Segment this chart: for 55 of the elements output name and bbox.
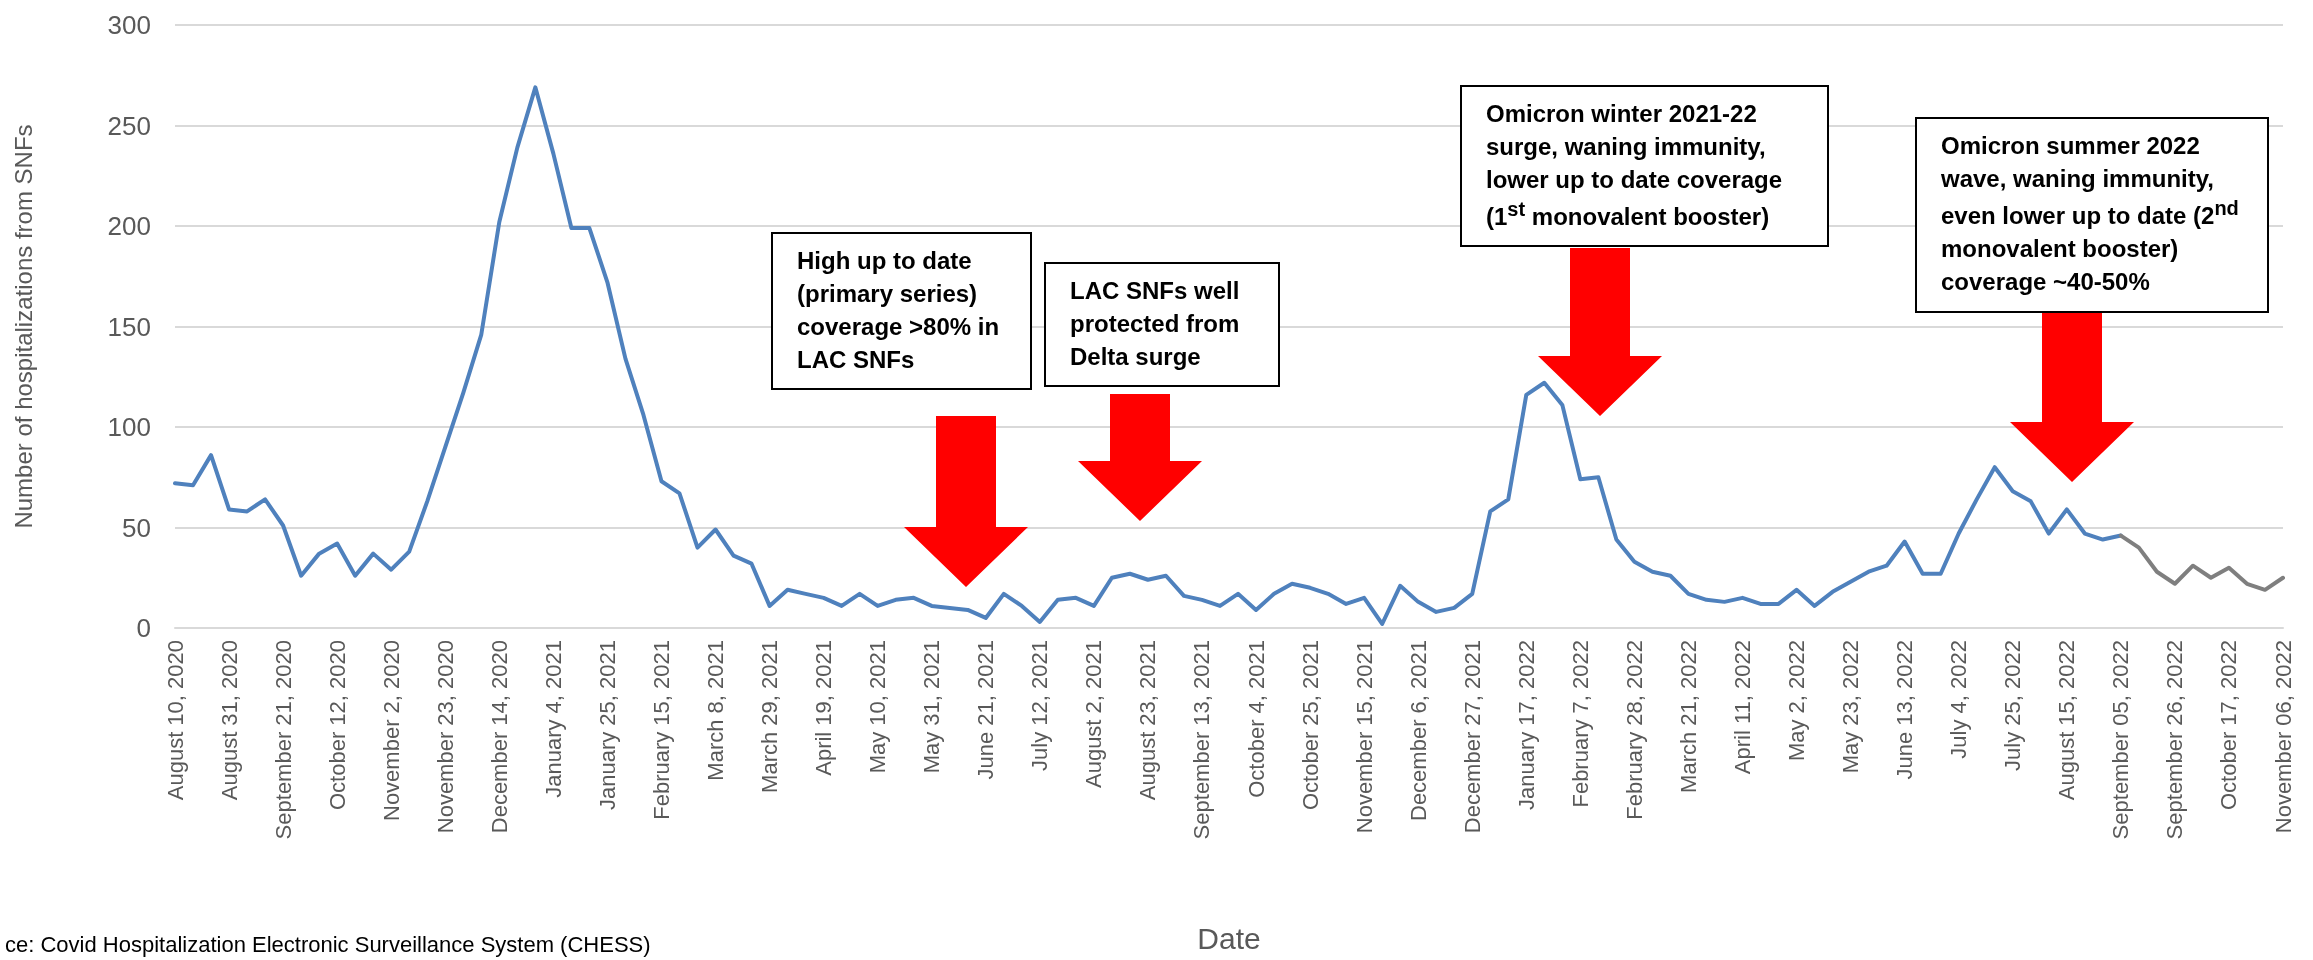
y-tick-label: 0 [136,613,151,643]
callout-box: High up to date (primary series) coverage >80% in LAC SNFs [771,232,1032,391]
x-tick-label: October 12, 2020 [324,640,350,811]
y-tick-label: 100 [107,412,151,442]
x-tick-label: May 10, 2021 [865,640,891,774]
x-tick-label: June 13, 2022 [1892,640,1918,780]
y-tick-label: 150 [107,311,151,342]
x-tick-label: December 27, 2021 [1459,640,1485,834]
x-tick-label: August 15, 2022 [2054,640,2080,801]
x-tick-label: September 05, 2022 [2108,640,2134,840]
y-axis-title: Number of hospitalizations from SNFs [9,124,37,529]
x-tick-label: March 21, 2022 [1675,640,1701,793]
x-tick-label: October 25, 2021 [1297,640,1323,811]
x-tick-label: February 28, 2022 [1621,640,1647,820]
callout-box: LAC SNFs well protected from Delta surge [1044,262,1280,388]
x-tick-label: January 17, 2022 [1513,640,1539,811]
y-tick-label: 250 [107,110,151,141]
x-tick-label: June 21, 2021 [973,640,999,780]
x-tick-label: November 06, 2022 [2270,640,2296,834]
callout-box: Omicron summer 2022 wave, waning immunity, even lower up to date (2$^{nd}$ monovalent booster) coverage ~40-50% [1915,117,2269,313]
x-tick-label: January 25, 2021 [594,640,620,811]
x-tick-label: May 23, 2022 [1838,640,1864,774]
x-tick-label: August 31, 2020 [216,640,242,801]
x-tick-label: September 13, 2021 [1189,640,1215,840]
y-tick-label: 50 [122,512,151,543]
x-tick-label: October 4, 2021 [1243,640,1269,798]
x-tick-label: July 4, 2022 [1946,640,1972,759]
x-tick-label: December 6, 2021 [1405,640,1431,821]
callout-box: Omicron winter 2021-22 surge, waning immunity, lower up to date coverage (1$^{st}$ monovalent booster) [1460,85,1829,248]
line-series [2118,533,2285,592]
x-tick-label: April 19, 2021 [811,640,837,776]
x-tick-label: July 25, 2022 [2000,640,2026,771]
y-tick-label: 200 [107,211,151,241]
x-tick-label: September 26, 2022 [2162,640,2188,840]
text: ce: Covid Hospitalization Electronic Surveillance System (CHESS) [5,932,651,958]
x-tick-label: March 29, 2021 [757,640,783,793]
x-tick-label: August 2, 2021 [1081,640,1107,789]
x-tick-label: November 15, 2021 [1351,640,1377,834]
x-tick-label: April 11, 2022 [1729,640,1755,775]
x-tick-label: July 12, 2021 [1027,640,1053,771]
x-tick-label: November 2, 2020 [378,640,404,821]
x-tick-label: May 31, 2021 [919,640,945,774]
x-tick-label: September 21, 2020 [270,640,296,840]
x-tick-label: May 2, 2022 [1784,640,1810,762]
x-tick-label: December 14, 2020 [486,640,512,834]
x-tick-label: February 7, 2022 [1567,640,1593,808]
x-tick-label: November 23, 2020 [432,640,458,834]
x-tick-label: August 23, 2021 [1135,640,1161,801]
x-tick-label: October 17, 2022 [2216,640,2242,811]
x-tick-label: February 15, 2021 [648,640,674,820]
y-tick-label: 300 [107,10,151,40]
x-tick-label: March 8, 2021 [703,640,729,781]
x-tick-label: August 10, 2020 [162,640,188,801]
x-tick-label: January 4, 2021 [540,640,566,798]
x-axis-title: Date [1197,921,1261,955]
